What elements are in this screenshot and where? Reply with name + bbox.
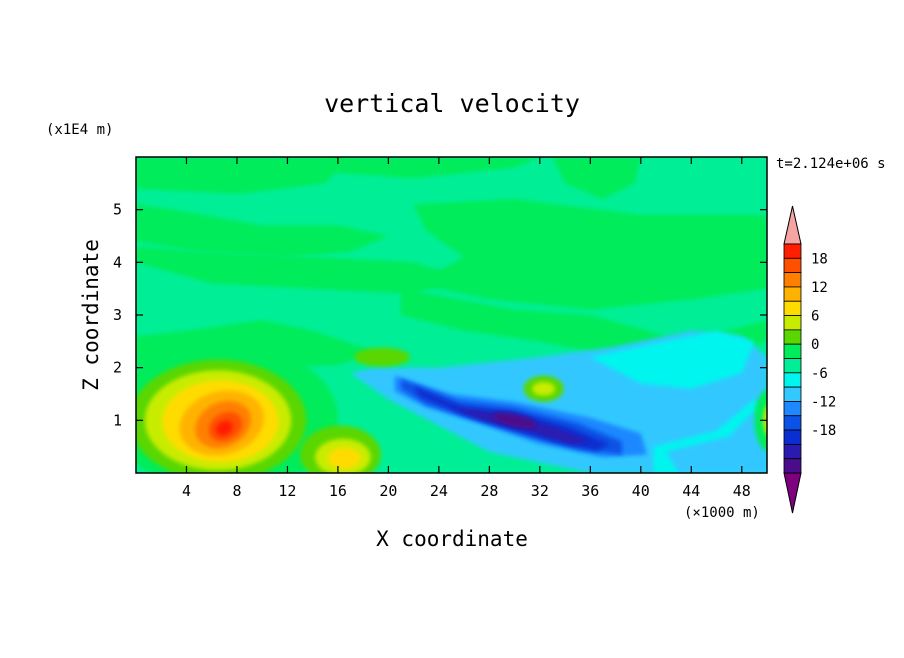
x-tick-label: 48: [733, 482, 751, 500]
y-unit-label: (x1E4 m): [46, 122, 113, 138]
contour-region: [532, 381, 555, 396]
colorbar-swatch: [783, 300, 802, 316]
chart-title: vertical velocity: [324, 89, 580, 118]
velocity-field: [136, 157, 767, 473]
colorbar-tick-label: -18: [811, 423, 836, 439]
y-tick-label: 4: [113, 253, 122, 271]
colorbar-extend-bottom: [783, 472, 802, 514]
contour-region: [754, 389, 767, 452]
colorbar-swatch: [783, 329, 802, 345]
x-axis-ticks: 4 8 12 16 20 24 28 32 36 40 44 48: [182, 157, 751, 500]
colorbar-swatch: [783, 386, 802, 402]
x-tick-label: 12: [278, 482, 296, 500]
colorbar-tick-label: 6: [811, 309, 819, 325]
y-tick-label: 2: [113, 359, 122, 377]
contour-region: [552, 157, 641, 200]
colorbar-swatch: [783, 458, 802, 474]
colorbar-swatch: [783, 401, 802, 417]
contour-region: [413, 199, 767, 310]
x-tick-label: 32: [531, 482, 549, 500]
x-tick-label: 28: [480, 482, 498, 500]
colorbar-swatch: [783, 443, 802, 460]
x-tick-label: 44: [682, 482, 700, 500]
colorbar-swatch: [783, 358, 802, 374]
colorbar-tick-label: 18: [811, 251, 828, 267]
y-tick-label: 3: [113, 306, 122, 324]
colorbar-tick-label: -12: [811, 394, 836, 410]
y-tick-label: 5: [113, 201, 122, 219]
time-label: t=2.124e+06 s: [776, 156, 886, 172]
contour-region: [136, 246, 465, 294]
colorbar-extend-top: [783, 205, 802, 245]
contour-region: [136, 157, 351, 194]
colorbar-swatch: [783, 315, 802, 331]
x-tick-label: 8: [232, 482, 241, 500]
x-unit-label: (×1000 m): [684, 505, 760, 521]
contour-region: [325, 157, 540, 179]
colorbar-tick-label: -6: [811, 366, 828, 382]
contour-region: [590, 330, 755, 389]
colorbar-swatch: [783, 415, 802, 431]
colorbar-swatch: [783, 272, 802, 288]
colorbar-swatch: [783, 286, 802, 302]
contour-region: [354, 347, 410, 367]
x-tick-label: 4: [182, 482, 191, 500]
x-tick-label: 24: [430, 482, 448, 500]
colorbar: 18 12 6 0 -6 -12 -18: [783, 205, 836, 514]
colorbar-swatch: [783, 257, 802, 274]
x-tick-label: 20: [379, 482, 397, 500]
contour-region: [215, 420, 233, 436]
contour-region: [136, 204, 389, 258]
x-tick-label: 16: [329, 482, 347, 500]
x-tick-label: 36: [581, 482, 599, 500]
colorbar-swatch: [783, 429, 802, 445]
contour-region: [666, 409, 767, 473]
colorbar-swatch: [783, 243, 802, 259]
contour-region: [327, 447, 361, 469]
y-axis-ticks: 1 2 3 4 5: [113, 201, 767, 429]
y-axis-title: Z coordinate: [79, 239, 103, 391]
x-tick-label: 40: [632, 482, 650, 500]
colorbar-tick-label: 0: [811, 337, 819, 353]
x-axis-title: X coordinate: [376, 527, 528, 551]
colorbar-swatch: [783, 372, 802, 388]
contour-region: [492, 412, 537, 429]
colorbar-swatch: [783, 343, 802, 359]
y-tick-label: 1: [113, 411, 122, 429]
colorbar-tick-label: 12: [811, 280, 828, 296]
